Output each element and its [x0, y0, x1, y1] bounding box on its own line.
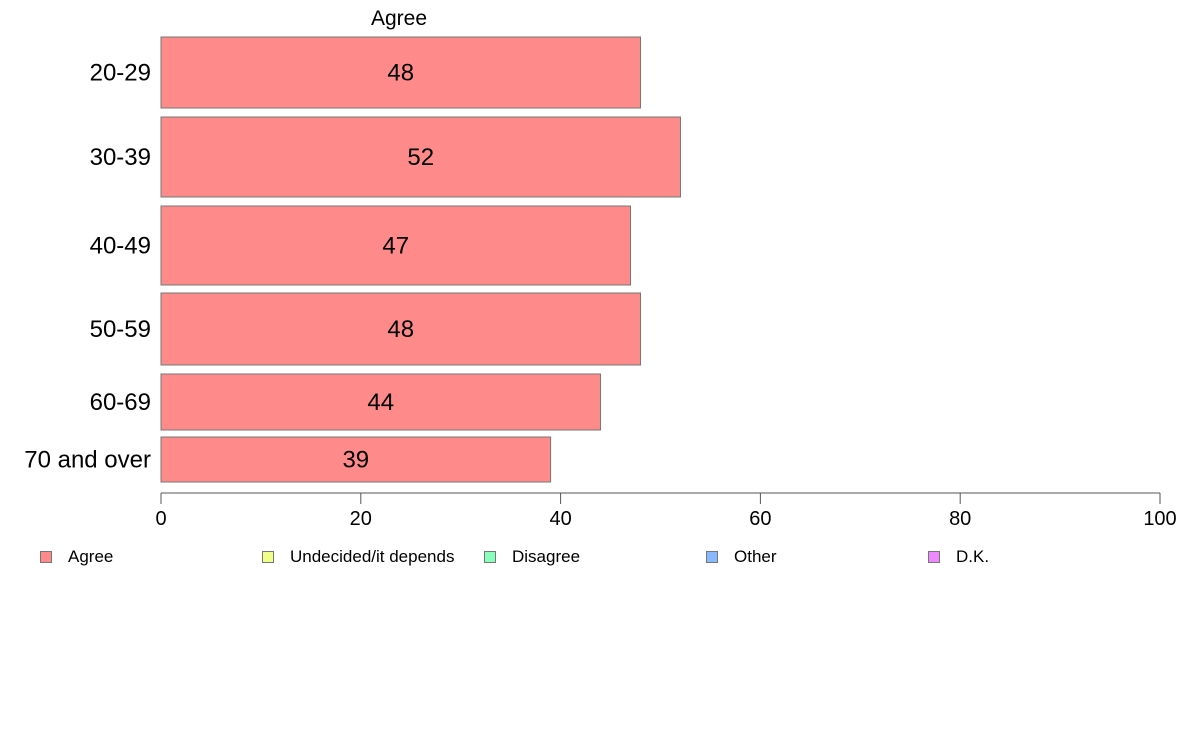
- legend: Agree Undecided/it depends Disagree Othe…: [0, 547, 1188, 569]
- bar-value-label: 48: [387, 60, 414, 87]
- bar-value-label: 48: [387, 316, 414, 343]
- x-tick-label: 40: [549, 508, 571, 530]
- bar-value-label: 39: [342, 447, 369, 474]
- x-tick-label: 100: [1143, 508, 1176, 530]
- x-tick-label: 20: [350, 508, 372, 530]
- legend-swatch-disagree: [484, 551, 496, 563]
- bars-group: 48 52 47 48 44 39: [160, 36, 681, 483]
- y-tick-label: 40-49: [90, 233, 151, 260]
- legend-swatch-dk: [928, 551, 940, 563]
- y-tick-label: 50-59: [90, 316, 151, 343]
- legend-swatch-undecided: [262, 551, 274, 563]
- legend-item-other: Other: [706, 547, 777, 567]
- legend-swatch-other: [706, 551, 718, 563]
- legend-item-disagree: Disagree: [484, 547, 580, 567]
- bar-chart: Agree 48 52 47 48 44 39 20-29 30-39 40-49 50-59 6…: [24, 7, 1177, 530]
- bar: [160, 373, 602, 431]
- bar: [160, 436, 552, 483]
- legend-label: D.K.: [956, 547, 990, 566]
- bar-value-label: 52: [407, 144, 434, 171]
- legend-item-dk: D.K.: [928, 547, 989, 567]
- x-tick-label: 60: [749, 508, 771, 530]
- x-axis: 0 20 40 60 80 100: [155, 492, 1177, 530]
- x-tick-label: 0: [155, 508, 166, 530]
- legend-item-agree: Agree: [40, 547, 113, 567]
- legend-label: Agree: [68, 547, 114, 566]
- y-tick-label: 20-29: [90, 60, 151, 87]
- bar-value-label: 47: [382, 233, 409, 260]
- bar: [160, 116, 681, 198]
- legend-label: Other: [734, 547, 777, 566]
- bar: [160, 205, 632, 286]
- y-axis-labels: 20-29 30-39 40-49 50-59 60-69 70 and over: [24, 60, 151, 474]
- bar: [160, 292, 642, 366]
- x-tick-label: 80: [949, 508, 971, 530]
- y-tick-label: 30-39: [90, 144, 151, 171]
- legend-label: Undecided/it depends: [290, 547, 455, 566]
- y-tick-label: 60-69: [90, 389, 151, 416]
- bar-value-label: 44: [367, 389, 394, 416]
- chart-title: Agree: [371, 7, 427, 30]
- legend-label: Disagree: [512, 547, 581, 566]
- bar: [160, 36, 642, 109]
- legend-swatch-agree: [40, 551, 52, 563]
- legend-item-undecided: Undecided/it depends: [262, 547, 454, 567]
- y-tick-label: 70 and over: [24, 447, 151, 474]
